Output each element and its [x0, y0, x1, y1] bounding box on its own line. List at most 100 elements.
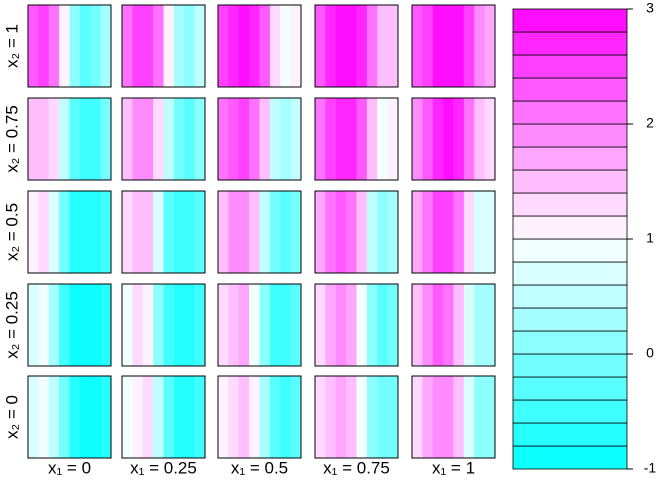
- cell: [453, 5, 465, 87]
- cell: [463, 191, 475, 273]
- cell: [356, 284, 368, 366]
- cell: [432, 98, 444, 180]
- cell: [122, 284, 133, 366]
- cell: [356, 191, 368, 273]
- cell: [249, 98, 260, 180]
- cell: [48, 376, 60, 458]
- cell: [153, 5, 164, 87]
- key-bin: [512, 77, 628, 102]
- cell: [280, 376, 292, 458]
- cell: [249, 376, 260, 458]
- cell: [153, 376, 164, 458]
- cell: [290, 5, 302, 87]
- cell: [269, 376, 281, 458]
- cell: [194, 98, 206, 180]
- cell: [325, 284, 337, 366]
- cell: [79, 98, 91, 180]
- cell: [290, 98, 302, 180]
- cell: [184, 98, 196, 180]
- panel-frame: [217, 97, 302, 181]
- cell: [90, 191, 102, 273]
- cell: [335, 5, 347, 87]
- cell: [173, 191, 185, 273]
- cell: [59, 284, 70, 366]
- cell: [259, 284, 271, 366]
- cell: [38, 284, 50, 366]
- key-bin: [512, 31, 628, 56]
- cell: [474, 284, 486, 366]
- cell: [484, 98, 496, 180]
- cell: [69, 98, 81, 180]
- cell: [463, 376, 475, 458]
- cell: [377, 376, 389, 458]
- cell: [280, 191, 292, 273]
- column-label: x₁ = 0: [48, 458, 91, 477]
- cell: [122, 376, 133, 458]
- panel-frame: [217, 4, 302, 88]
- cell: [132, 191, 144, 273]
- cell: [142, 5, 154, 87]
- key-tick-label: 1: [646, 230, 654, 246]
- panel-frame: [314, 4, 399, 88]
- cell: [194, 284, 206, 366]
- cell: [259, 5, 271, 87]
- cell: [132, 5, 144, 87]
- cell: [346, 98, 357, 180]
- cell: [38, 191, 50, 273]
- cell: [59, 5, 70, 87]
- panel-frame: [121, 97, 206, 181]
- cell: [412, 5, 423, 87]
- panel-frame: [314, 375, 399, 459]
- cell: [228, 191, 240, 273]
- cell: [228, 5, 240, 87]
- key-bin: [512, 330, 628, 355]
- cell: [366, 284, 378, 366]
- cell: [173, 284, 185, 366]
- cell: [387, 284, 399, 366]
- panel-frame: [217, 190, 302, 274]
- cell: [28, 376, 39, 458]
- panel-frame: [121, 4, 206, 88]
- cell: [163, 376, 175, 458]
- panel-frame: [217, 283, 302, 367]
- cell: [153, 191, 164, 273]
- cell: [315, 376, 326, 458]
- cell: [100, 191, 112, 273]
- cell: [59, 98, 70, 180]
- cell: [100, 376, 112, 458]
- cell: [218, 284, 229, 366]
- cell: [453, 284, 465, 366]
- panel-frame: [121, 375, 206, 459]
- cell: [194, 191, 206, 273]
- cell: [132, 376, 144, 458]
- key-tick-label: 0: [646, 345, 654, 361]
- cell: [90, 98, 102, 180]
- cell: [366, 191, 378, 273]
- cell: [280, 5, 292, 87]
- cell: [28, 191, 39, 273]
- cell: [59, 376, 70, 458]
- cell: [325, 376, 337, 458]
- panel-frame: [27, 375, 112, 459]
- cell: [315, 5, 326, 87]
- panel-frame: [314, 190, 399, 274]
- panel-frame: [411, 375, 496, 459]
- cell: [474, 191, 486, 273]
- cell: [142, 98, 154, 180]
- column-label: x₁ = 1: [432, 458, 475, 477]
- cell: [163, 191, 175, 273]
- key-bin: [512, 284, 628, 309]
- panel-frame: [411, 97, 496, 181]
- panel-frame: [121, 190, 206, 274]
- cell: [228, 284, 240, 366]
- cell: [412, 284, 423, 366]
- cell: [194, 376, 206, 458]
- cell: [366, 5, 378, 87]
- cell: [142, 376, 154, 458]
- cell: [218, 5, 229, 87]
- cell: [453, 98, 465, 180]
- cell: [325, 191, 337, 273]
- cell: [48, 191, 60, 273]
- cell: [269, 98, 281, 180]
- cell: [474, 5, 486, 87]
